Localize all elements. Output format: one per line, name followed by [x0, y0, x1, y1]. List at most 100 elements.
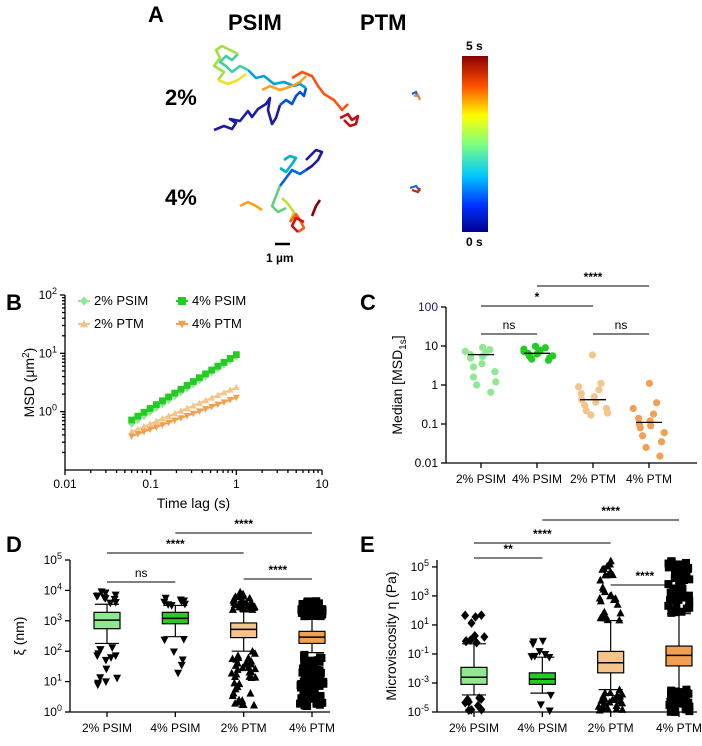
outlier-point [111, 652, 120, 660]
outlier-point [601, 570, 610, 579]
outlier-point [303, 611, 312, 620]
outlier-point [477, 704, 486, 715]
data-point [461, 347, 469, 355]
data-point [202, 406, 209, 413]
scatter-group [520, 342, 557, 364]
data-point [582, 407, 590, 415]
x-tick-label: 4% PSIM [517, 721, 567, 735]
data-point [189, 402, 197, 409]
outlier-point [92, 592, 101, 601]
outlier-point [603, 704, 612, 712]
outlier-point [603, 615, 612, 624]
y-tick-label: 10-3 [408, 674, 429, 690]
trajectory-4pct-ptm [409, 184, 421, 194]
outlier-point [298, 664, 307, 673]
data-point [195, 374, 203, 382]
outlier-point [238, 700, 247, 708]
x-tick-label: 0.01 [53, 477, 77, 491]
box-2 [227, 587, 260, 709]
data-point [146, 405, 154, 412]
data-point [208, 394, 216, 401]
data-point [653, 399, 661, 407]
outlier-point [245, 593, 254, 602]
data-point [134, 431, 142, 438]
data-point [195, 399, 203, 406]
data-point [232, 383, 240, 391]
trajectory-2pct-ptm [411, 90, 422, 101]
data-point [140, 422, 148, 430]
data-point [152, 417, 160, 425]
data-point [140, 428, 148, 436]
outlier-point [606, 559, 615, 568]
x-tick-label: 4% PTM [289, 721, 335, 735]
outlier-point [93, 681, 102, 690]
data-point [165, 419, 173, 427]
outlier-point [618, 689, 627, 698]
box-3 [664, 557, 694, 716]
y-tick-label: 100 [39, 403, 57, 419]
data-point [165, 393, 173, 401]
outlier-point [612, 701, 621, 709]
data-point [478, 343, 487, 352]
data-point [177, 415, 185, 422]
x-tick-label: 2% PSIM [456, 472, 506, 486]
outlier-point [598, 583, 607, 591]
series-4ptm: 4% PTM [128, 316, 242, 440]
x-tick-label: 4% PSIM [512, 472, 562, 486]
outlier-point [101, 656, 110, 665]
data-point [574, 383, 583, 391]
outlier-point [251, 664, 260, 673]
data-point [478, 352, 487, 361]
box-3 [296, 597, 328, 710]
data-point [590, 393, 598, 401]
data-point [645, 379, 653, 387]
outlier-point [249, 700, 258, 709]
panel-c-letter: C [360, 290, 376, 315]
outlier-point [536, 701, 545, 709]
outlier-point [614, 692, 623, 701]
y-tick-label: 102 [39, 286, 57, 302]
outlier-point [308, 673, 317, 682]
outlier-point [613, 600, 622, 608]
data-point [544, 356, 553, 364]
outlier-point [250, 602, 259, 610]
outlier-point [228, 654, 237, 663]
colorbar-max-label: 5 s [466, 39, 483, 53]
y-tick-label: 104 [44, 581, 62, 597]
panel-b-letter: B [6, 290, 22, 315]
outlier-point [667, 686, 676, 695]
significance-label: **** [601, 504, 620, 518]
data-point [202, 370, 209, 378]
data-point [202, 396, 209, 404]
scale-bar-label: 1 µm [266, 251, 294, 265]
column-label-psim: PSIM [228, 10, 282, 35]
data-point [171, 409, 179, 417]
outlier-point [230, 678, 239, 687]
outlier-point [599, 564, 608, 572]
outlier-point [113, 674, 122, 683]
chart-c-median-msd: 0.01 0.1 1 10 100 2% PSIM 4% PSIM 2% PTM 4% PTM M… [389, 270, 697, 486]
trajectory-2pct-psim [212, 44, 360, 132]
data-point [588, 351, 597, 359]
outlier-point [666, 560, 675, 569]
outlier-point [244, 653, 253, 662]
x-tick-label: 4% PTM [656, 721, 702, 735]
outlier-point [169, 648, 178, 657]
legend-label: 2% PTM [94, 316, 144, 331]
x-tick-label: 2% PTM [588, 721, 634, 735]
outlier-point [239, 603, 248, 611]
outlier-point [101, 678, 110, 686]
data-point [214, 401, 222, 409]
trajectory-4pct-psim [239, 148, 324, 234]
outlier-point [595, 705, 604, 714]
outlier-point [538, 637, 547, 646]
outlier-point [611, 594, 620, 602]
chart-b-msd: 0.01 0.1 1 10 100 101 102 Time lag (s) MSD (μm2)… [21, 286, 329, 511]
outlier-point [461, 636, 470, 647]
data-point [647, 422, 655, 430]
y-tick-label: 10-5 [408, 703, 429, 719]
outlier-point [161, 594, 170, 603]
outlier-point [471, 612, 480, 622]
outlier-point [102, 665, 111, 674]
